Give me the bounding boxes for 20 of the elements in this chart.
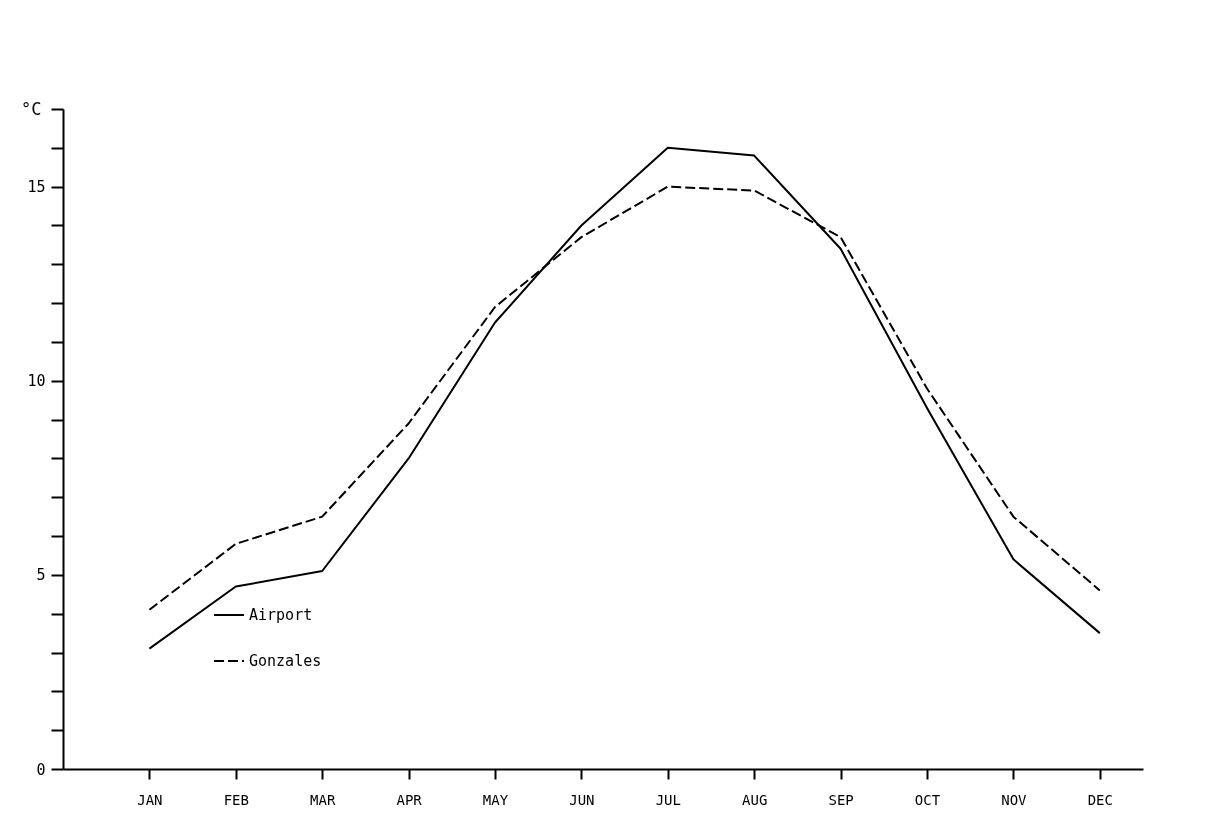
x-tick-label: JAN [137, 791, 163, 808]
x-tick-label: NOV [1001, 791, 1028, 808]
x-tick-label: JUN [569, 791, 595, 808]
x-tick-label: AUG [742, 791, 768, 808]
y-tick-label: 0 [36, 760, 46, 779]
y-axis-title: °C [21, 98, 42, 119]
line-series [148, 146, 1101, 650]
x-tick-label: JUL [655, 791, 681, 808]
x-tick-label: DEC [1087, 791, 1113, 808]
y-tick-label: 10 [27, 372, 46, 391]
x-tick-label: APR [396, 791, 423, 808]
x-tick-label: SEP [828, 791, 854, 808]
x-tick-label: MAY [482, 791, 509, 808]
x-tick-label: OCT [914, 791, 941, 808]
x-tick-label: FEB [223, 791, 249, 808]
x-tick-label: MAR [310, 791, 336, 808]
legend-label: Airport [249, 606, 313, 624]
y-tick-label: 5 [36, 566, 46, 585]
legend-label: Gonzales [249, 652, 322, 670]
y-tick-label: 15 [27, 178, 46, 197]
